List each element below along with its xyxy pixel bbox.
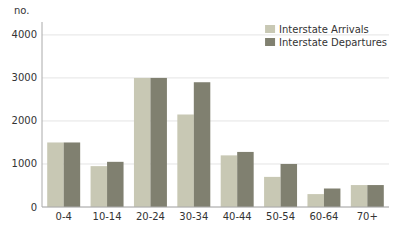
y-tick-label: 0	[31, 202, 37, 213]
grid-line	[42, 163, 389, 164]
x-tick-label: 40-44	[223, 211, 252, 222]
x-tick-label: 20-24	[136, 211, 165, 222]
x-tick-label: 30-34	[179, 211, 208, 222]
bar	[91, 166, 107, 207]
legend-label: Interstate Departures	[279, 37, 387, 48]
bar	[177, 115, 193, 208]
chart: 0 1000 2000 3000 4000 0-4 10-14 20-24 30-34 40-44…	[0, 0, 397, 227]
bar	[264, 177, 280, 207]
bar	[221, 155, 237, 207]
legend-label: Interstate Arrivals	[279, 24, 369, 35]
bar	[307, 194, 323, 207]
x-tick-label: 10-14	[93, 211, 122, 222]
grid-line	[42, 77, 389, 78]
bar	[47, 142, 63, 207]
bar	[367, 185, 383, 207]
legend-swatch	[265, 38, 275, 46]
y-tick-label: 3000	[12, 72, 37, 83]
x-axis-line	[42, 207, 389, 208]
legend: Interstate Arrivals Interstate Departures	[265, 24, 387, 48]
y-tick-label: 2000	[12, 115, 37, 126]
x-tick-label: 60-64	[309, 211, 338, 222]
bar	[194, 82, 210, 207]
bar	[324, 189, 340, 208]
bar	[134, 78, 150, 207]
y-tick-label: 1000	[12, 158, 37, 169]
bar	[150, 78, 166, 207]
bar	[107, 162, 123, 207]
grid-line	[42, 207, 389, 208]
grid-line	[42, 120, 389, 121]
bar	[237, 152, 253, 207]
legend-swatch	[265, 25, 275, 33]
y-axis-line	[42, 22, 43, 207]
x-tick-label: 70+	[357, 211, 378, 222]
y-tick-label: 4000	[12, 29, 37, 40]
bar	[64, 142, 80, 207]
y-axis-label: no.	[14, 5, 29, 16]
bar	[281, 164, 297, 207]
bars	[47, 78, 384, 207]
x-tick-label: 0-4	[56, 211, 72, 222]
bar	[351, 185, 367, 207]
x-tick-label: 50-54	[266, 211, 295, 222]
